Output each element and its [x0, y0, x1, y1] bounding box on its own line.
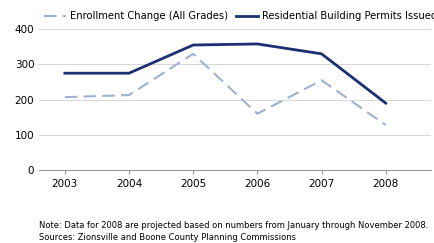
Legend: Enrollment Change (All Grades), Residential Building Permits Issued: Enrollment Change (All Grades), Resident…	[44, 11, 434, 21]
Text: Note: Data for 2008 are projected based on numbers from January through November: Note: Data for 2008 are projected based …	[39, 221, 427, 242]
